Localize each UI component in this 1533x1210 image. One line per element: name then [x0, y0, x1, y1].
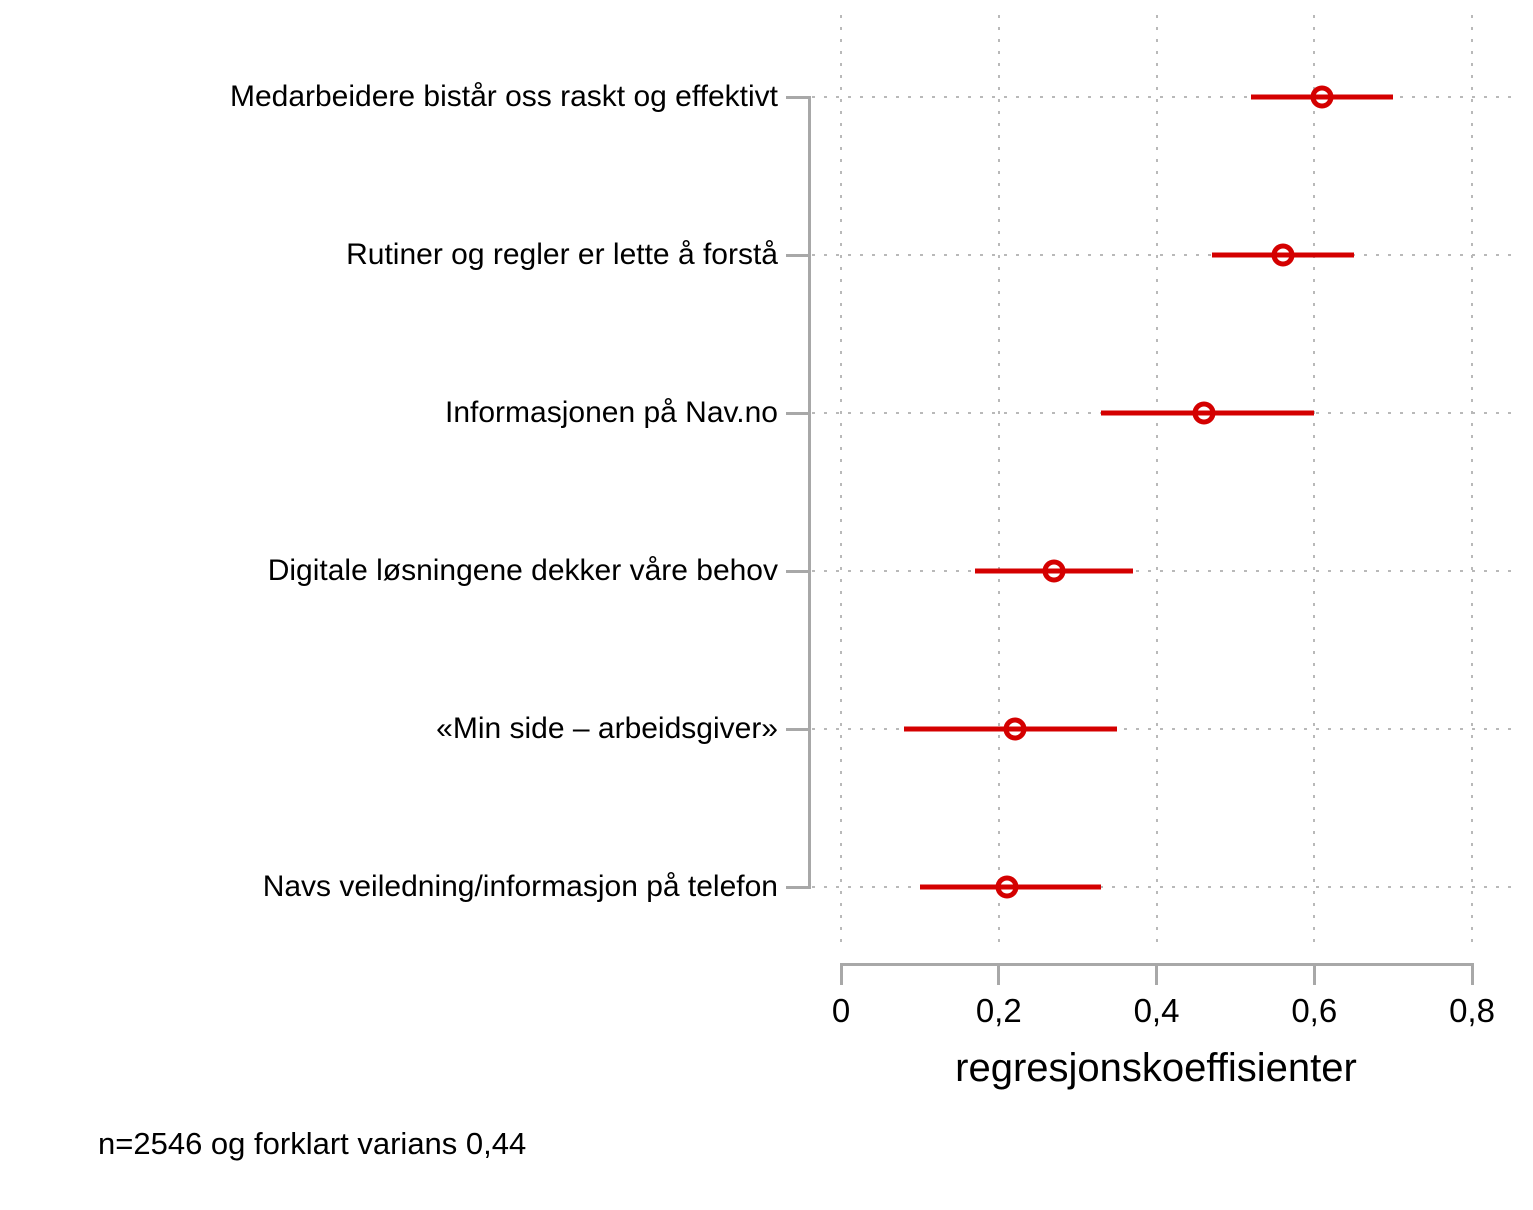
y-gridline	[812, 254, 1512, 256]
x-gridline	[1471, 15, 1473, 945]
y-axis-tick	[786, 885, 808, 889]
point-estimate-marker	[995, 875, 1019, 899]
y-axis-tick	[786, 253, 808, 257]
x-axis-title: regresjonskoeffisienter	[955, 1046, 1357, 1090]
y-gridline	[812, 96, 1512, 98]
category-label: Rutiner og regler er lette å forstå	[346, 238, 778, 271]
x-tick-label: 0,2	[975, 992, 1022, 1029]
x-tick-label: 0,8	[1449, 992, 1495, 1029]
category-label: Navs veiledning/informasjon på telefon	[262, 870, 778, 903]
footnote: n=2546 og forklart varians 0,44	[98, 1126, 527, 1161]
x-axis-tick	[839, 963, 843, 985]
x-tick-label: 0	[831, 992, 851, 1029]
x-gridline	[997, 15, 1000, 945]
x-gridline	[840, 15, 842, 945]
y-axis-tick	[786, 411, 808, 415]
x-axis-line	[839, 963, 1474, 966]
point-estimate-marker	[1192, 401, 1216, 425]
x-axis-tick	[997, 963, 1001, 985]
category-label: Informasjonen på Nav.no	[445, 396, 778, 429]
x-tick-label: 0,6	[1291, 992, 1338, 1029]
x-gridline	[1313, 15, 1316, 945]
point-estimate-marker	[1003, 717, 1027, 741]
y-axis-line	[808, 95, 811, 889]
y-axis-tick	[786, 95, 808, 99]
point-estimate-marker	[1042, 559, 1066, 583]
point-estimate-marker	[1271, 243, 1295, 267]
point-estimate-marker	[1310, 85, 1334, 109]
x-axis-tick	[1155, 963, 1158, 985]
x-axis-tick	[1470, 963, 1474, 985]
y-gridline	[812, 886, 1512, 888]
category-label: Medarbeidere bistår oss raskt og effekti…	[229, 80, 778, 113]
category-label: «Min side – arbeidsgiver»	[436, 712, 778, 745]
y-gridline	[812, 570, 1512, 572]
x-axis-tick	[1312, 963, 1316, 985]
x-gridline	[1155, 15, 1158, 945]
y-axis-tick	[786, 727, 808, 731]
y-axis-tick	[786, 569, 808, 573]
x-tick-label: 0,4	[1133, 992, 1180, 1029]
category-label: Digitale løsningene dekker våre behov	[267, 554, 778, 587]
y-gridline	[812, 728, 1512, 730]
